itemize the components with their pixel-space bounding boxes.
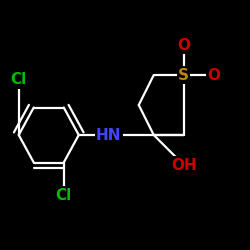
Text: O: O [207, 68, 220, 82]
Text: S: S [178, 68, 189, 82]
Text: OH: OH [171, 158, 196, 172]
Text: HN: HN [96, 128, 122, 142]
Text: Cl: Cl [56, 188, 72, 202]
Text: O: O [177, 38, 190, 52]
Text: Cl: Cl [10, 72, 27, 88]
